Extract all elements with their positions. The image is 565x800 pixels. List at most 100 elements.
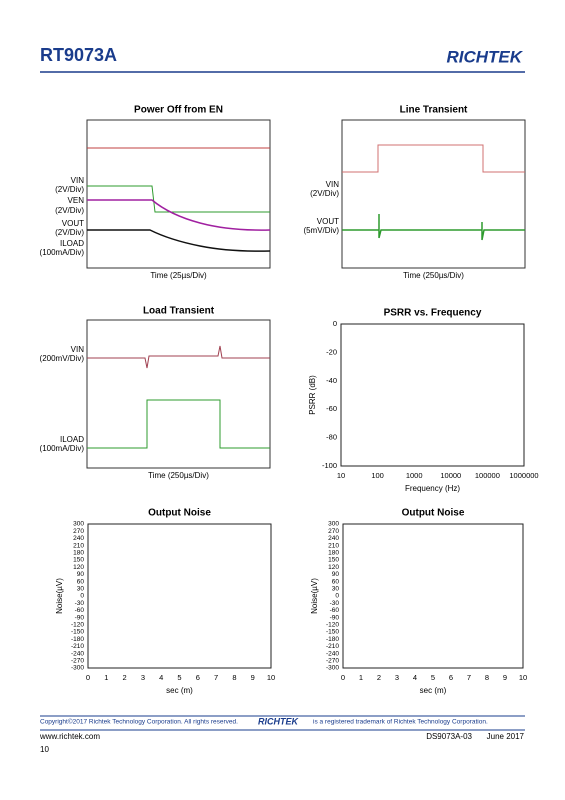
x-tick-label: 1 bbox=[104, 673, 108, 682]
x-tick-label: 9 bbox=[251, 673, 255, 682]
y-tick-label: -60 bbox=[75, 607, 85, 614]
x-axis-label: sec (m) bbox=[420, 686, 447, 695]
y-tick-label: -240 bbox=[326, 650, 339, 657]
y-tick-label: 240 bbox=[73, 535, 84, 542]
trace bbox=[87, 229, 271, 252]
y-tick-label: -180 bbox=[71, 636, 84, 643]
y-tick-label: 0 bbox=[80, 593, 84, 600]
x-tick-label: 100 bbox=[371, 471, 384, 480]
chart-title: PSRR vs. Frequency bbox=[384, 308, 482, 319]
channel-scale: (2V/Div) bbox=[55, 228, 84, 237]
x-axis-label: sec (m) bbox=[166, 686, 193, 695]
channel-scale: (5mV/Div) bbox=[303, 226, 339, 235]
doc-title: RT9073A bbox=[40, 45, 117, 65]
logo: RICHTEK bbox=[446, 47, 523, 66]
y-tick-label: -270 bbox=[71, 658, 84, 665]
channel-scale: (200mV/Div) bbox=[40, 354, 85, 363]
x-tick-label: 7 bbox=[214, 673, 218, 682]
y-tick-label: -90 bbox=[75, 614, 85, 621]
channel-scale: (2V/Div) bbox=[55, 185, 84, 194]
y-tick-label: 120 bbox=[73, 564, 84, 571]
channel-name: ILOAD bbox=[60, 435, 84, 444]
footer-logo: RICHTEK bbox=[258, 716, 299, 726]
y-axis-label: Noise(µV) bbox=[55, 578, 64, 614]
x-tick-label: 4 bbox=[413, 673, 417, 682]
scope-title: Line Transient bbox=[400, 105, 468, 116]
y-tick-label: -40 bbox=[326, 376, 337, 385]
y-tick-label: -240 bbox=[71, 650, 84, 657]
y-tick-label: 300 bbox=[328, 521, 339, 528]
y-axis-label: PSRR (dB) bbox=[308, 375, 317, 415]
y-axis-label: Noise(µV) bbox=[310, 578, 319, 614]
y-tick-label: -90 bbox=[330, 614, 340, 621]
scope-traces bbox=[87, 144, 525, 449]
y-tick-label: 0 bbox=[335, 593, 339, 600]
chart-title: Output Noise bbox=[148, 508, 211, 519]
trace bbox=[87, 185, 270, 213]
x-tick-label: 10 bbox=[519, 673, 527, 682]
plot-area bbox=[87, 523, 272, 669]
y-tick-label: 120 bbox=[328, 564, 339, 571]
channel-scale: (2V/Div) bbox=[310, 189, 339, 198]
x-tick-label: 6 bbox=[196, 673, 200, 682]
y-tick-label: -30 bbox=[75, 600, 85, 607]
channel-scale: (100mA/Div) bbox=[40, 248, 85, 257]
y-tick-label: -60 bbox=[330, 607, 340, 614]
x-tick-label: 4 bbox=[159, 673, 163, 682]
channel-name: VEN bbox=[68, 196, 85, 205]
trace bbox=[87, 345, 270, 369]
y-tick-label: -20 bbox=[326, 347, 337, 356]
y-tick-label: 180 bbox=[73, 550, 84, 557]
x-tick-label: 1000 bbox=[406, 471, 423, 480]
x-tick-label: 6 bbox=[449, 673, 453, 682]
y-tick-label: 30 bbox=[77, 586, 85, 593]
scope-screen bbox=[341, 119, 526, 269]
plot-area bbox=[340, 323, 525, 467]
y-tick-label: -150 bbox=[71, 629, 84, 636]
channel-name: VIN bbox=[71, 345, 85, 354]
copyright: Copyright©2017 Richtek Technology Corpor… bbox=[40, 718, 238, 726]
y-tick-label: -60 bbox=[326, 404, 337, 413]
x-tick-label: 1000000 bbox=[509, 471, 538, 480]
trace bbox=[342, 144, 525, 173]
y-tick-label: 240 bbox=[328, 535, 339, 542]
scope-screen bbox=[86, 119, 271, 269]
y-tick-label: -120 bbox=[326, 622, 339, 629]
x-axis-label: Frequency (Hz) bbox=[405, 484, 460, 493]
y-tick-label: 0 bbox=[333, 319, 337, 328]
y-tick-label: -100 bbox=[322, 461, 337, 470]
scope-xlabel: Time (250µs/Div) bbox=[148, 471, 209, 480]
x-tick-label: 10 bbox=[337, 471, 345, 480]
scope-title: Load Transient bbox=[143, 306, 215, 317]
x-tick-label: 10 bbox=[267, 673, 275, 682]
page-number: 10 bbox=[40, 745, 49, 754]
doc-number: DS9073A-03 bbox=[426, 732, 472, 741]
y-tick-label: -80 bbox=[326, 433, 337, 442]
y-tick-label: 90 bbox=[332, 571, 340, 578]
y-tick-label: 180 bbox=[328, 550, 339, 557]
y-tick-label: 90 bbox=[77, 571, 85, 578]
x-tick-label: 0 bbox=[341, 673, 345, 682]
y-tick-label: -270 bbox=[326, 658, 339, 665]
x-tick-label: 5 bbox=[177, 673, 181, 682]
trace bbox=[87, 399, 270, 449]
channel-name: VIN bbox=[71, 176, 85, 185]
y-tick-label: 270 bbox=[328, 528, 339, 535]
scope-title: Power Off from EN bbox=[134, 105, 223, 116]
trademark: is a registered trademark of Richtek Tec… bbox=[313, 719, 488, 726]
y-tick-label: 300 bbox=[73, 521, 84, 528]
x-tick-label: 1 bbox=[359, 673, 363, 682]
y-tick-label: -300 bbox=[326, 665, 339, 672]
y-tick-label: -120 bbox=[71, 622, 84, 629]
scope-screen bbox=[86, 319, 271, 469]
y-tick-label: -180 bbox=[326, 636, 339, 643]
y-tick-label: 210 bbox=[73, 542, 84, 549]
plot-area bbox=[342, 523, 524, 669]
x-tick-label: 7 bbox=[467, 673, 471, 682]
website: www.richtek.com bbox=[39, 732, 100, 741]
y-tick-label: 60 bbox=[332, 578, 340, 585]
x-tick-label: 3 bbox=[141, 673, 145, 682]
x-tick-label: 8 bbox=[232, 673, 236, 682]
channel-name: VOUT bbox=[317, 217, 339, 226]
